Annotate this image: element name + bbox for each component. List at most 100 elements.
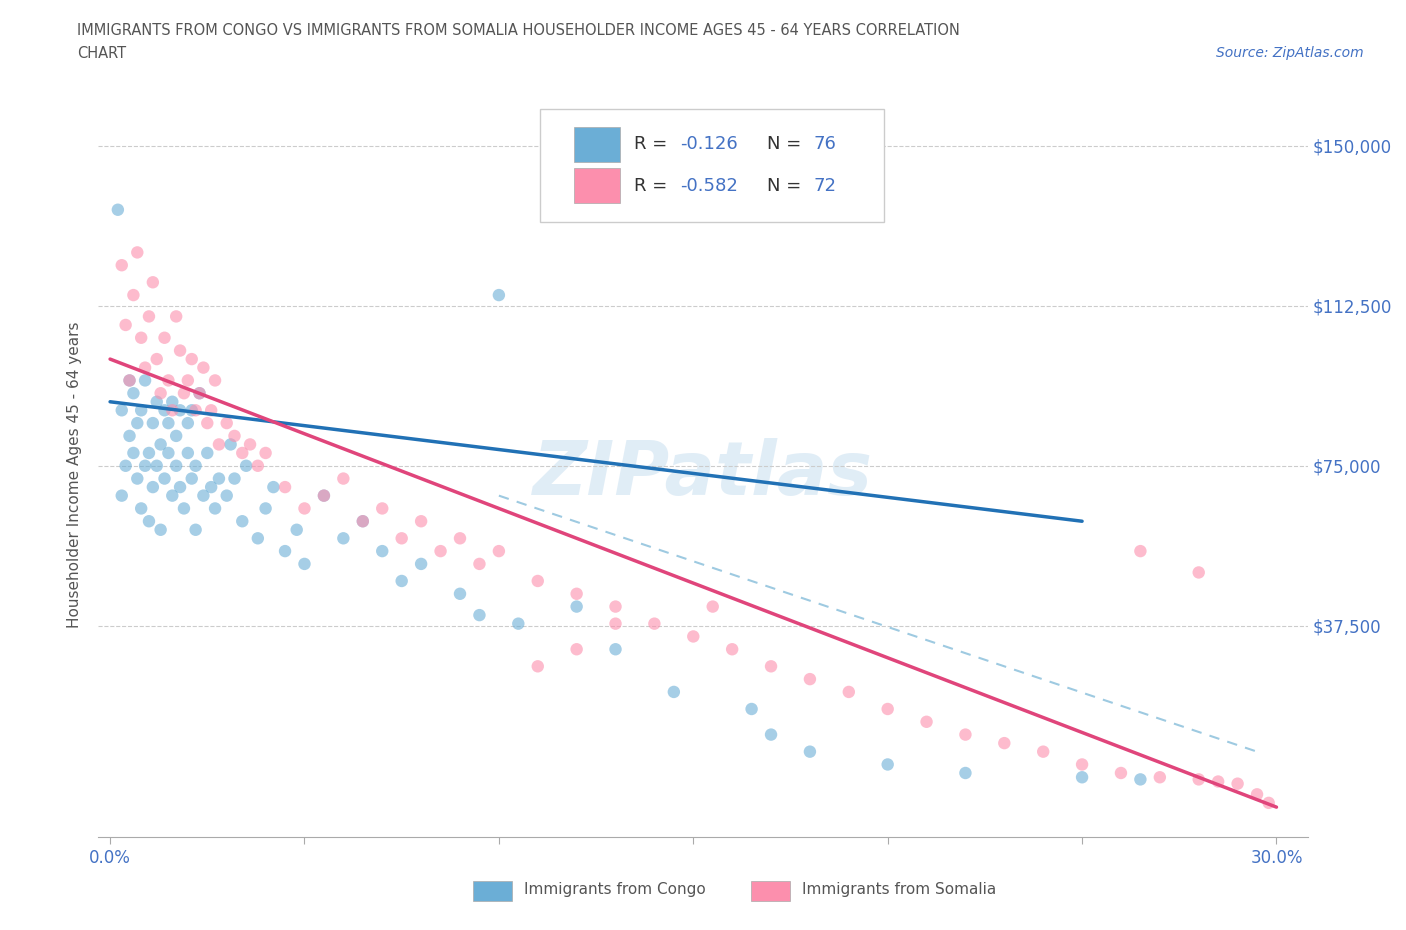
- Point: [246, 531, 269, 546]
- Point: [799, 671, 821, 686]
- FancyBboxPatch shape: [540, 110, 884, 222]
- Text: Immigrants from Somalia: Immigrants from Somalia: [803, 882, 997, 897]
- Text: R =: R =: [634, 135, 673, 153]
- Text: R =: R =: [634, 177, 673, 194]
- Point: [411, 556, 433, 571]
- Point: [134, 458, 156, 473]
- Point: [177, 373, 200, 388]
- Point: [111, 258, 134, 272]
- Point: [162, 394, 184, 409]
- FancyBboxPatch shape: [574, 126, 620, 162]
- Point: [134, 360, 156, 375]
- Point: [468, 556, 491, 571]
- Point: [129, 330, 152, 345]
- Point: [1071, 757, 1094, 772]
- Point: [721, 642, 744, 657]
- Point: [662, 684, 685, 699]
- Point: [142, 275, 165, 290]
- Point: [915, 714, 938, 729]
- Point: [111, 488, 134, 503]
- Point: [605, 642, 627, 657]
- Point: [215, 488, 238, 503]
- Point: [876, 757, 898, 772]
- Point: [371, 544, 394, 559]
- Point: [605, 617, 627, 631]
- Point: [180, 352, 202, 366]
- Point: [332, 472, 354, 486]
- Point: [157, 445, 180, 460]
- Point: [215, 416, 238, 431]
- Point: [200, 480, 222, 495]
- Point: [231, 445, 253, 460]
- Point: [352, 513, 374, 528]
- Text: Immigrants from Congo: Immigrants from Congo: [524, 882, 706, 897]
- Point: [162, 403, 184, 418]
- Point: [122, 386, 145, 401]
- Point: [508, 617, 530, 631]
- Text: IMMIGRANTS FROM CONGO VS IMMIGRANTS FROM SOMALIA HOUSEHOLDER INCOME AGES 45 - 64: IMMIGRANTS FROM CONGO VS IMMIGRANTS FROM…: [77, 23, 960, 38]
- Point: [165, 429, 187, 444]
- Point: [294, 501, 316, 516]
- Point: [993, 736, 1015, 751]
- Point: [145, 394, 167, 409]
- Point: [193, 360, 215, 375]
- Point: [391, 574, 413, 589]
- Point: [565, 586, 588, 601]
- Point: [165, 309, 187, 324]
- Point: [235, 458, 257, 473]
- Point: [173, 501, 195, 516]
- Point: [759, 727, 782, 742]
- Point: [1149, 770, 1171, 785]
- Point: [122, 445, 145, 460]
- Point: [449, 531, 471, 546]
- FancyBboxPatch shape: [574, 168, 620, 203]
- Point: [411, 513, 433, 528]
- Point: [262, 480, 284, 495]
- Point: [153, 472, 176, 486]
- Point: [294, 556, 316, 571]
- Point: [488, 287, 510, 302]
- Point: [169, 343, 191, 358]
- Point: [180, 472, 202, 486]
- Point: [643, 617, 665, 631]
- Point: [876, 701, 898, 716]
- Point: [111, 403, 134, 418]
- Point: [169, 403, 191, 418]
- Point: [129, 403, 152, 418]
- Point: [204, 373, 226, 388]
- Point: [254, 501, 277, 516]
- Point: [177, 416, 200, 431]
- Point: [127, 472, 149, 486]
- Point: [188, 386, 211, 401]
- Point: [429, 544, 451, 559]
- Point: [759, 658, 782, 673]
- Text: N =: N =: [768, 135, 807, 153]
- Point: [129, 501, 152, 516]
- Point: [184, 458, 207, 473]
- Point: [526, 574, 548, 589]
- Y-axis label: Householder Income Ages 45 - 64 years: Householder Income Ages 45 - 64 years: [67, 321, 83, 628]
- Point: [285, 523, 308, 538]
- Text: N =: N =: [768, 177, 807, 194]
- Point: [149, 523, 172, 538]
- Point: [1246, 787, 1268, 802]
- Point: [138, 309, 160, 324]
- Point: [208, 472, 231, 486]
- Point: [193, 488, 215, 503]
- Point: [246, 458, 269, 473]
- Point: [955, 765, 977, 780]
- Point: [1129, 544, 1152, 559]
- Point: [127, 245, 149, 259]
- Point: [702, 599, 724, 614]
- Point: [565, 599, 588, 614]
- Point: [955, 727, 977, 742]
- Point: [138, 513, 160, 528]
- Point: [371, 501, 394, 516]
- Text: -0.582: -0.582: [681, 177, 738, 194]
- Point: [741, 701, 763, 716]
- Point: [352, 513, 374, 528]
- Point: [312, 488, 335, 503]
- Point: [134, 373, 156, 388]
- FancyBboxPatch shape: [751, 881, 790, 901]
- Point: [165, 458, 187, 473]
